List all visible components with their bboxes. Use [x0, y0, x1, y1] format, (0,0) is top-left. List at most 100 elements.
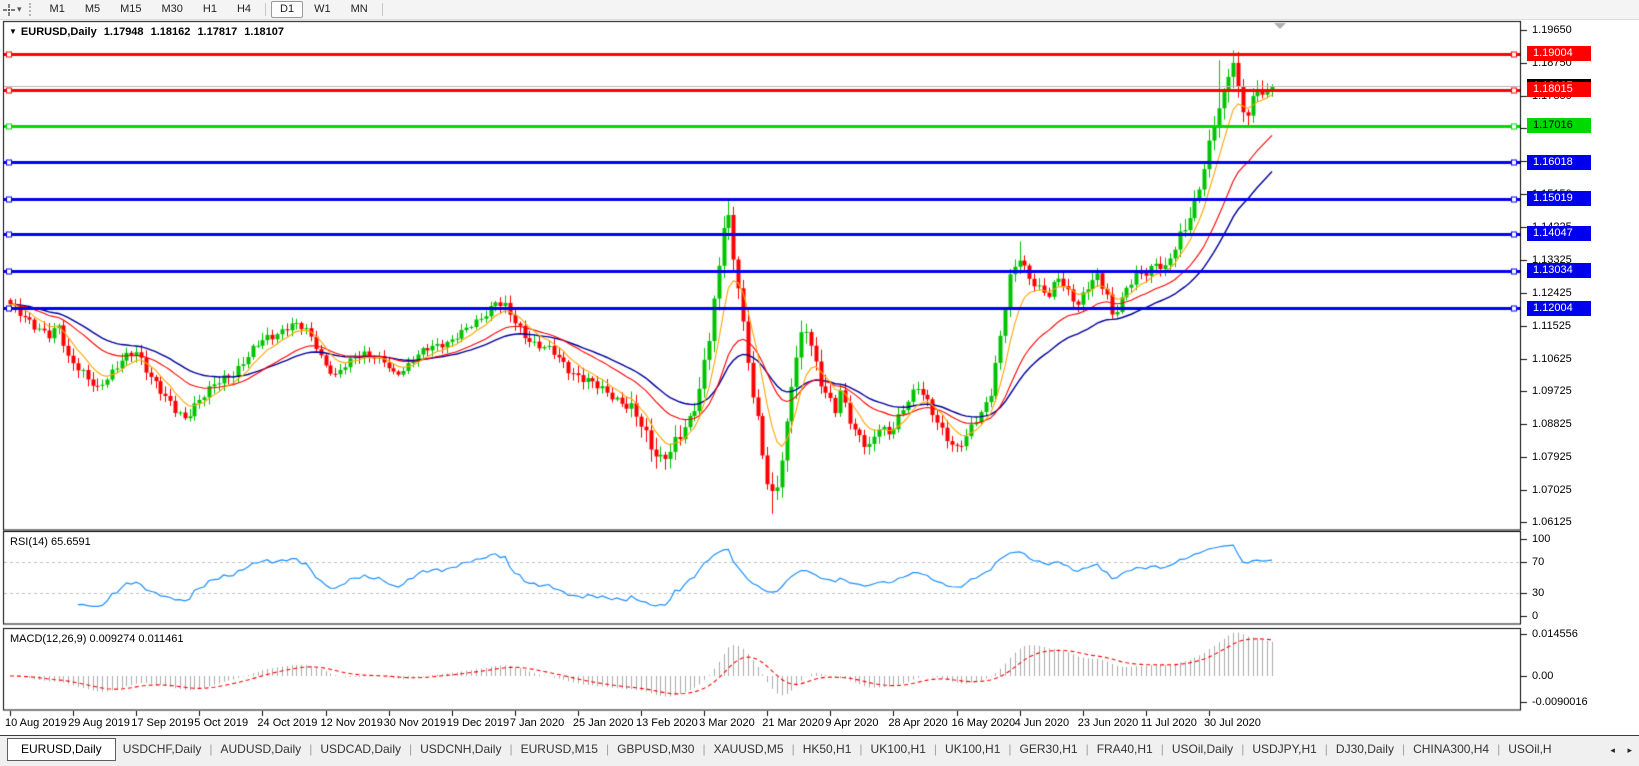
tab-separator: |	[509, 742, 513, 756]
tab-eurusd-m15[interactable]: EURUSD,M15	[520, 742, 598, 756]
hline-price-badge: 1.13034	[1527, 263, 1591, 279]
tab-dj30-daily[interactable]: DJ30,Daily	[1335, 742, 1394, 756]
tab-hk50-h1[interactable]: HK50,H1	[802, 742, 852, 756]
timeframe-button-h4[interactable]: H4	[236, 3, 252, 15]
date-tick-label: 30 Nov 2019	[383, 717, 446, 729]
chart-symbol-period: EURUSD,Daily	[20, 26, 97, 38]
timeframe-button-m15[interactable]: M15	[120, 3, 142, 15]
macd-tick-label: 0.014556	[1532, 628, 1578, 640]
hline-price-badge: 1.16018	[1527, 154, 1591, 170]
tab-usdcnh-daily[interactable]: USDCNH,Daily	[420, 742, 502, 756]
rsi-tick-label: 100	[1532, 533, 1551, 545]
tab-usoil-h[interactable]: USOil,H	[1508, 742, 1552, 756]
crosshair-tool-button[interactable]: ▾	[2, 3, 25, 17]
tab-separator: |	[309, 742, 313, 756]
price-tick-label: 1.12425	[1532, 286, 1572, 299]
macd-label: MACD(12,26,9) 0.009274 0.011461	[10, 633, 184, 645]
toolbar-grip[interactable]	[28, 3, 34, 16]
tab-usdjpy-h1[interactable]: USDJPY,H1	[1252, 742, 1317, 756]
date-tick-label: 5 Oct 2019	[194, 717, 249, 729]
tab-separator: |	[209, 742, 213, 756]
date-tick-label: 10 Aug 2019	[5, 717, 67, 729]
tab-gbpusd-m30[interactable]: GBPUSD,M30	[617, 742, 695, 756]
toolbar-separator	[381, 3, 383, 16]
tab-separator: |	[933, 742, 938, 756]
tab-separator: |	[1401, 742, 1406, 756]
tab-uk100-h1[interactable]: UK100,H1	[945, 742, 1001, 756]
timeframe-buttons: M1 M5 M15 M30 H1 H4 D1 W1 MN	[40, 1, 387, 18]
hline-price-badge: 1.14047	[1527, 226, 1591, 242]
tab-separator: |	[859, 742, 863, 756]
date-tick-label: 25 Jan 2020	[572, 717, 634, 729]
timeframe-button-mn[interactable]: MN	[350, 3, 368, 15]
timeframe-toolbar: ▾ M1 M5 M15 M30 H1 H4 D1 W1 MN	[0, 0, 1639, 20]
date-tick-label: 12 Nov 2019	[320, 717, 383, 729]
tab-separator: |	[791, 742, 795, 756]
tab-usdcad-daily[interactable]: USDCAD,Daily	[320, 742, 401, 756]
timeframe-button-h1[interactable]: H1	[202, 3, 217, 15]
tab-uk100-h1[interactable]: UK100,H1	[870, 742, 926, 756]
hline-price-badge: 1.19004	[1527, 46, 1591, 61]
price-tick-label: 1.13325	[1532, 254, 1572, 267]
tab-audusd-daily[interactable]: AUDUSD,Daily	[220, 742, 302, 756]
date-tick-label: 11 Jul 2020	[1140, 717, 1197, 729]
chevron-down-icon[interactable]: ▾	[17, 4, 22, 14]
tab-separator: |	[1324, 742, 1328, 756]
ohlc-open: 1.17948	[103, 26, 144, 38]
tab-separator: |	[1085, 742, 1089, 756]
timeframe-button-m1[interactable]: M1	[49, 3, 65, 15]
hline-price-badge: 1.12004	[1527, 300, 1591, 316]
rsi-tick-label: 30	[1532, 586, 1545, 599]
tab-ger30-h1[interactable]: GER30,H1	[1019, 742, 1078, 756]
price-tick-label: 1.08825	[1532, 418, 1572, 431]
tab-separator: |	[1160, 742, 1164, 756]
price-tick-label: 1.06125	[1532, 516, 1572, 529]
date-tick-label: 13 Feb 2020	[636, 717, 698, 729]
tab-eurusd-daily-active[interactable]: EURUSD,Daily	[7, 738, 116, 761]
ohlc-low: 1.17817	[197, 26, 238, 38]
price-tick-label: 1.19650	[1532, 24, 1572, 36]
tab-xauusd-m5[interactable]: XAUUSD,M5	[713, 742, 784, 756]
timeframe-button-m5[interactable]: M5	[84, 3, 101, 15]
date-tick-label: 16 May 2020	[951, 717, 1016, 729]
date-tick-label: 4 Jun 2020	[1014, 717, 1070, 729]
tab-scroll-left-icon[interactable]: ◂	[1610, 745, 1615, 755]
tab-usoil-daily[interactable]: USOil,Daily	[1171, 742, 1234, 756]
timeframe-button-d1[interactable]: D1	[271, 1, 304, 18]
price-tick-label: 1.10625	[1532, 352, 1572, 365]
macd-tick-label: 0.00	[1532, 670, 1554, 682]
date-tick-label: 21 Mar 2020	[762, 717, 824, 729]
hline-price-badge: 1.15019	[1527, 191, 1591, 207]
tab-fra40-h1[interactable]: FRA40,H1	[1096, 742, 1153, 756]
price-tick-label: 1.07925	[1532, 450, 1572, 463]
tab-scroll-right-icon[interactable]: ▸	[1627, 745, 1632, 755]
tab-separator: |	[702, 742, 706, 756]
ohlc-close: 1.18107	[244, 26, 285, 38]
tab-scroll-arrows: ◂ ▸	[1600, 745, 1632, 756]
date-tick-label: 17 Sep 2019	[131, 717, 194, 729]
chart-tab-strip: EURUSD,Daily USDCHF,Daily | AUDUSD,Daily | US…	[0, 736, 1589, 766]
date-tick-label: 7 Jan 2020	[509, 717, 565, 729]
timeframe-button-w1[interactable]: W1	[314, 3, 331, 15]
chart-title: ▼ EURUSD,Daily 1.17948 1.18162 1.17817 1.…	[9, 26, 288, 38]
ohlc-high: 1.18162	[150, 26, 191, 38]
hline-price-badge: 1.18015	[1527, 82, 1591, 97]
hline-price-badge: 1.17016	[1527, 118, 1591, 134]
timeframe-button-m30[interactable]: M30	[161, 3, 183, 15]
collapse-triangle-icon[interactable]: ▼	[9, 27, 17, 36]
tab-usdchf-daily[interactable]: USDCHF,Daily	[122, 742, 202, 756]
tab-china300-h4[interactable]: CHINA300,H4	[1413, 742, 1490, 756]
price-tick-label: 1.11525	[1532, 319, 1571, 332]
tab-separator: |	[1008, 742, 1012, 756]
crosshair-icon	[3, 3, 15, 16]
chart-tab-bar: EURUSD,Daily USDCHF,Daily | AUDUSD,Daily | US…	[0, 735, 1639, 765]
rsi-label: RSI(14) 65.6591	[10, 536, 91, 548]
date-tick-label: 30 Jul 2020	[1203, 717, 1261, 729]
macd-tick-label: -0.0090016	[1532, 695, 1588, 708]
tab-separator: |	[1497, 742, 1501, 756]
date-tick-label: 19 Dec 2019	[446, 717, 510, 729]
price-tick-label: 1.09725	[1532, 385, 1572, 398]
price-tick-label: 1.07025	[1532, 483, 1572, 496]
date-tick-label: 29 Aug 2019	[68, 717, 130, 729]
